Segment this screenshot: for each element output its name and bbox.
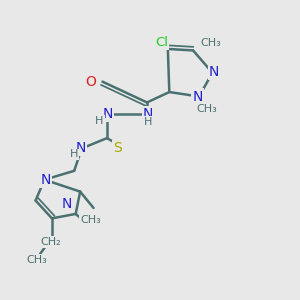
Text: N: N <box>76 141 86 154</box>
Text: CH₃: CH₃ <box>26 255 47 265</box>
Text: CH₃: CH₃ <box>201 38 221 48</box>
Text: CH₂: CH₂ <box>40 237 61 247</box>
Text: Cl: Cl <box>155 36 168 49</box>
Text: H: H <box>144 117 152 127</box>
Text: N: N <box>192 89 203 103</box>
Text: N: N <box>40 173 51 187</box>
Text: O: O <box>86 75 97 88</box>
Text: N: N <box>209 65 219 79</box>
Text: N: N <box>61 196 72 211</box>
Text: CH₃: CH₃ <box>80 215 101 225</box>
Text: H: H <box>95 116 104 126</box>
Text: N: N <box>103 107 113 121</box>
Text: N: N <box>143 107 153 121</box>
Text: H: H <box>69 149 78 160</box>
Text: S: S <box>113 141 122 154</box>
Text: CH₃: CH₃ <box>196 104 217 114</box>
